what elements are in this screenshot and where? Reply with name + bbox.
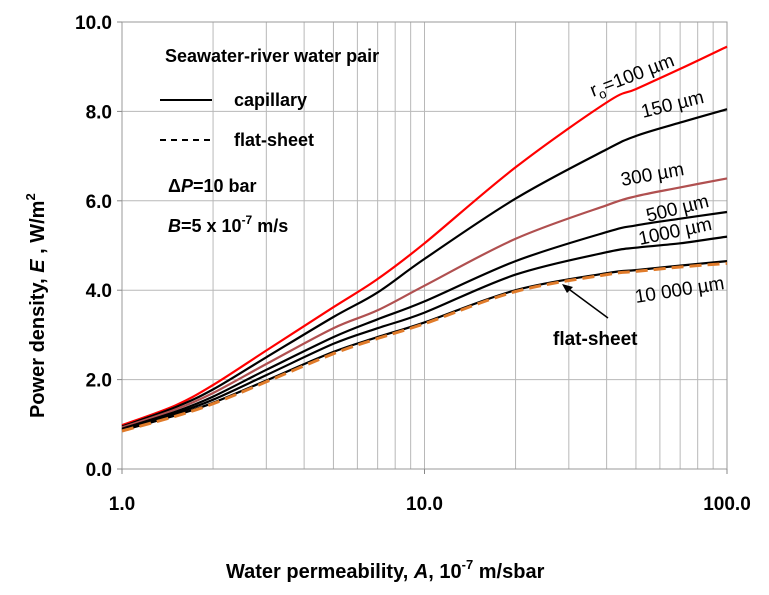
x-tick-label: 1.0 [109,494,135,515]
y-axis-title-var: E [27,259,49,273]
series-line-6 [121,261,728,433]
y-axis-title-exp: 2 [23,193,38,200]
series-line-0 [121,45,728,427]
y-axis-title-post: , W/m [27,201,49,260]
y-tick-label: 4.0 [86,281,112,302]
ticks: 0.0 2.0 4.0 6.0 8.0 10.0 1.0 10.0 100.0 [75,13,751,515]
y-tick-label: 2.0 [86,371,112,392]
pressure-var: P [181,176,194,196]
pressure-value: =10 bar [193,176,257,196]
legend-salt-permeability: B=5 x 10-7 m/s [168,213,288,236]
flat-sheet-annotation: flat-sheet [553,329,638,350]
x-axis-title-exp: -7 [462,557,474,572]
y-tick-label: 8.0 [86,102,112,123]
x-axis-title-post: m/sbar [473,561,544,583]
x-tick-label: 10.0 [406,494,443,515]
series-group [121,45,728,433]
x-axis-title-pre: Water permeability, [226,561,414,583]
legend: Seawater-river water pair capillary flat… [160,46,379,236]
b-value: =5 x 10 [181,216,242,236]
y-axis-title-pre: Power density, [27,273,49,418]
flat-sheet-arrowhead [562,284,573,293]
legend-capillary-label: capillary [234,90,307,110]
x-axis-title-mid: , 10 [428,561,461,583]
x-axis-title-var: A [413,561,428,583]
flat-sheet-arrow [565,286,609,319]
b-var: B [168,216,181,236]
b-exponent: -7 [242,213,253,227]
y-tick-label: 10.0 [75,13,112,34]
series-line-1 [121,108,728,428]
y-tick-label: 6.0 [86,192,112,213]
y-tick-label: 0.0 [86,460,112,481]
series-line-3 [121,210,728,430]
y-axis-title: Power density, E , W/m2 [23,193,49,418]
legend-title: Seawater-river water pair [165,46,379,66]
delta-symbol: Δ [168,176,181,196]
legend-pressure: ΔP=10 bar [168,176,257,196]
series-line-4 [121,235,728,431]
grid [122,22,727,469]
series-line-2 [121,177,728,429]
x-axis-title: Water permeability, A, 10-7 m/sbar [226,557,545,583]
b-unit: m/s [252,216,288,236]
legend-flat-sheet-label: flat-sheet [234,130,314,150]
x-tick-label: 100.0 [703,494,751,515]
